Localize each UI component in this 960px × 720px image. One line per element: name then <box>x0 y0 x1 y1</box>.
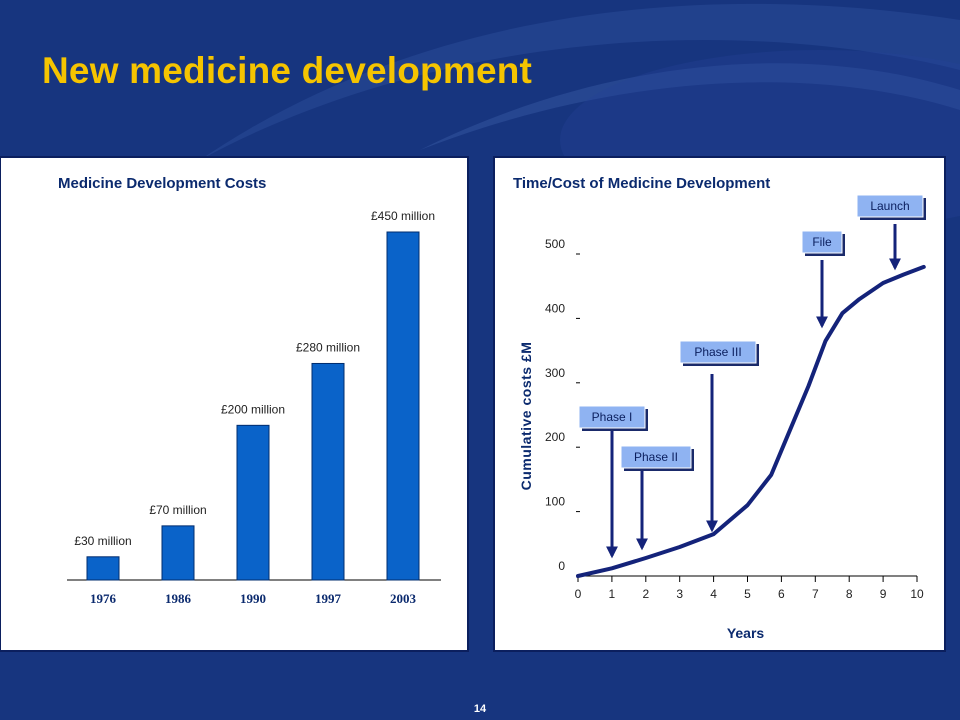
annotation-label-file: File <box>812 235 832 249</box>
bar-label-1986: £70 million <box>149 503 206 517</box>
y-tick-label-400: 400 <box>545 301 565 315</box>
x-tick-label-2: 2 <box>642 587 649 601</box>
annotation-label-phase-iii: Phase III <box>694 345 741 359</box>
line-chart: Time/Cost of Medicine Development 0 1 2 3 4 5 6… <box>513 175 926 641</box>
bar-1990 <box>236 424 270 581</box>
x-tick-label-0: 0 <box>575 587 582 601</box>
box-phase-ii <box>620 445 692 469</box>
bar-chart: Medicine Development Costs £30 million 197… <box>58 175 441 606</box>
y-tick-label-500: 500 <box>545 237 565 251</box>
box-phase-iii <box>679 340 757 364</box>
slide-title: New medicine development <box>42 50 533 91</box>
bar-1976 <box>86 556 120 581</box>
x-tick-1990: 1990 <box>240 591 266 606</box>
y-tick-label-200: 200 <box>545 430 565 444</box>
x-tick-1976: 1976 <box>90 591 117 606</box>
x-tick-1997: 1997 <box>315 591 342 606</box>
time-cost-chart-panel: Time/Cost of Medicine Development 0 1 2 3 4 5 6… <box>493 156 946 652</box>
line-chart-title: Time/Cost of Medicine Development <box>513 175 770 192</box>
x-tick-2003: 2003 <box>390 591 417 606</box>
y-axis-label: Cumulative costs £M <box>518 342 534 491</box>
bar-1986 <box>161 525 195 581</box>
bar-chart-title: Medicine Development Costs <box>58 175 266 192</box>
annotation-label-phase-ii: Phase II <box>634 450 678 464</box>
page-number: 14 <box>473 703 487 715</box>
x-tick-label-3: 3 <box>676 587 683 601</box>
box-phase-i <box>578 405 646 429</box>
bar-label-1976: £30 million <box>74 534 131 548</box>
x-tick-label-10: 10 <box>910 587 924 601</box>
x-axis-label: Years <box>727 625 765 641</box>
annotation-label-launch: Launch <box>870 199 909 213</box>
box-file <box>801 230 843 254</box>
bar-label-2003: £450 million <box>371 209 435 223</box>
y-tick-label-0: 0 <box>558 559 565 573</box>
bar-2003 <box>386 231 420 581</box>
x-tick-label-9: 9 <box>880 587 887 601</box>
bar-label-1990: £200 million <box>221 402 285 416</box>
x-tick-label-6: 6 <box>778 587 785 601</box>
x-tick-1986: 1986 <box>165 591 192 606</box>
x-tick-label-5: 5 <box>744 587 751 601</box>
y-tick-label-300: 300 <box>545 366 565 380</box>
x-tick-label-4: 4 <box>710 587 717 601</box>
box-launch <box>856 194 924 218</box>
cost-curve <box>576 264 926 578</box>
bar-label-1997: £280 million <box>296 340 360 354</box>
y-tick-label-100: 100 <box>545 495 565 509</box>
annotation-label-phase-i: Phase I <box>592 410 633 424</box>
bar-1997 <box>311 362 345 581</box>
costs-chart-panel: Medicine Development Costs £30 million 197… <box>0 156 469 652</box>
x-tick-label-7: 7 <box>812 587 819 601</box>
x-tick-label-1: 1 <box>609 587 616 601</box>
x-tick-label-8: 8 <box>846 587 853 601</box>
